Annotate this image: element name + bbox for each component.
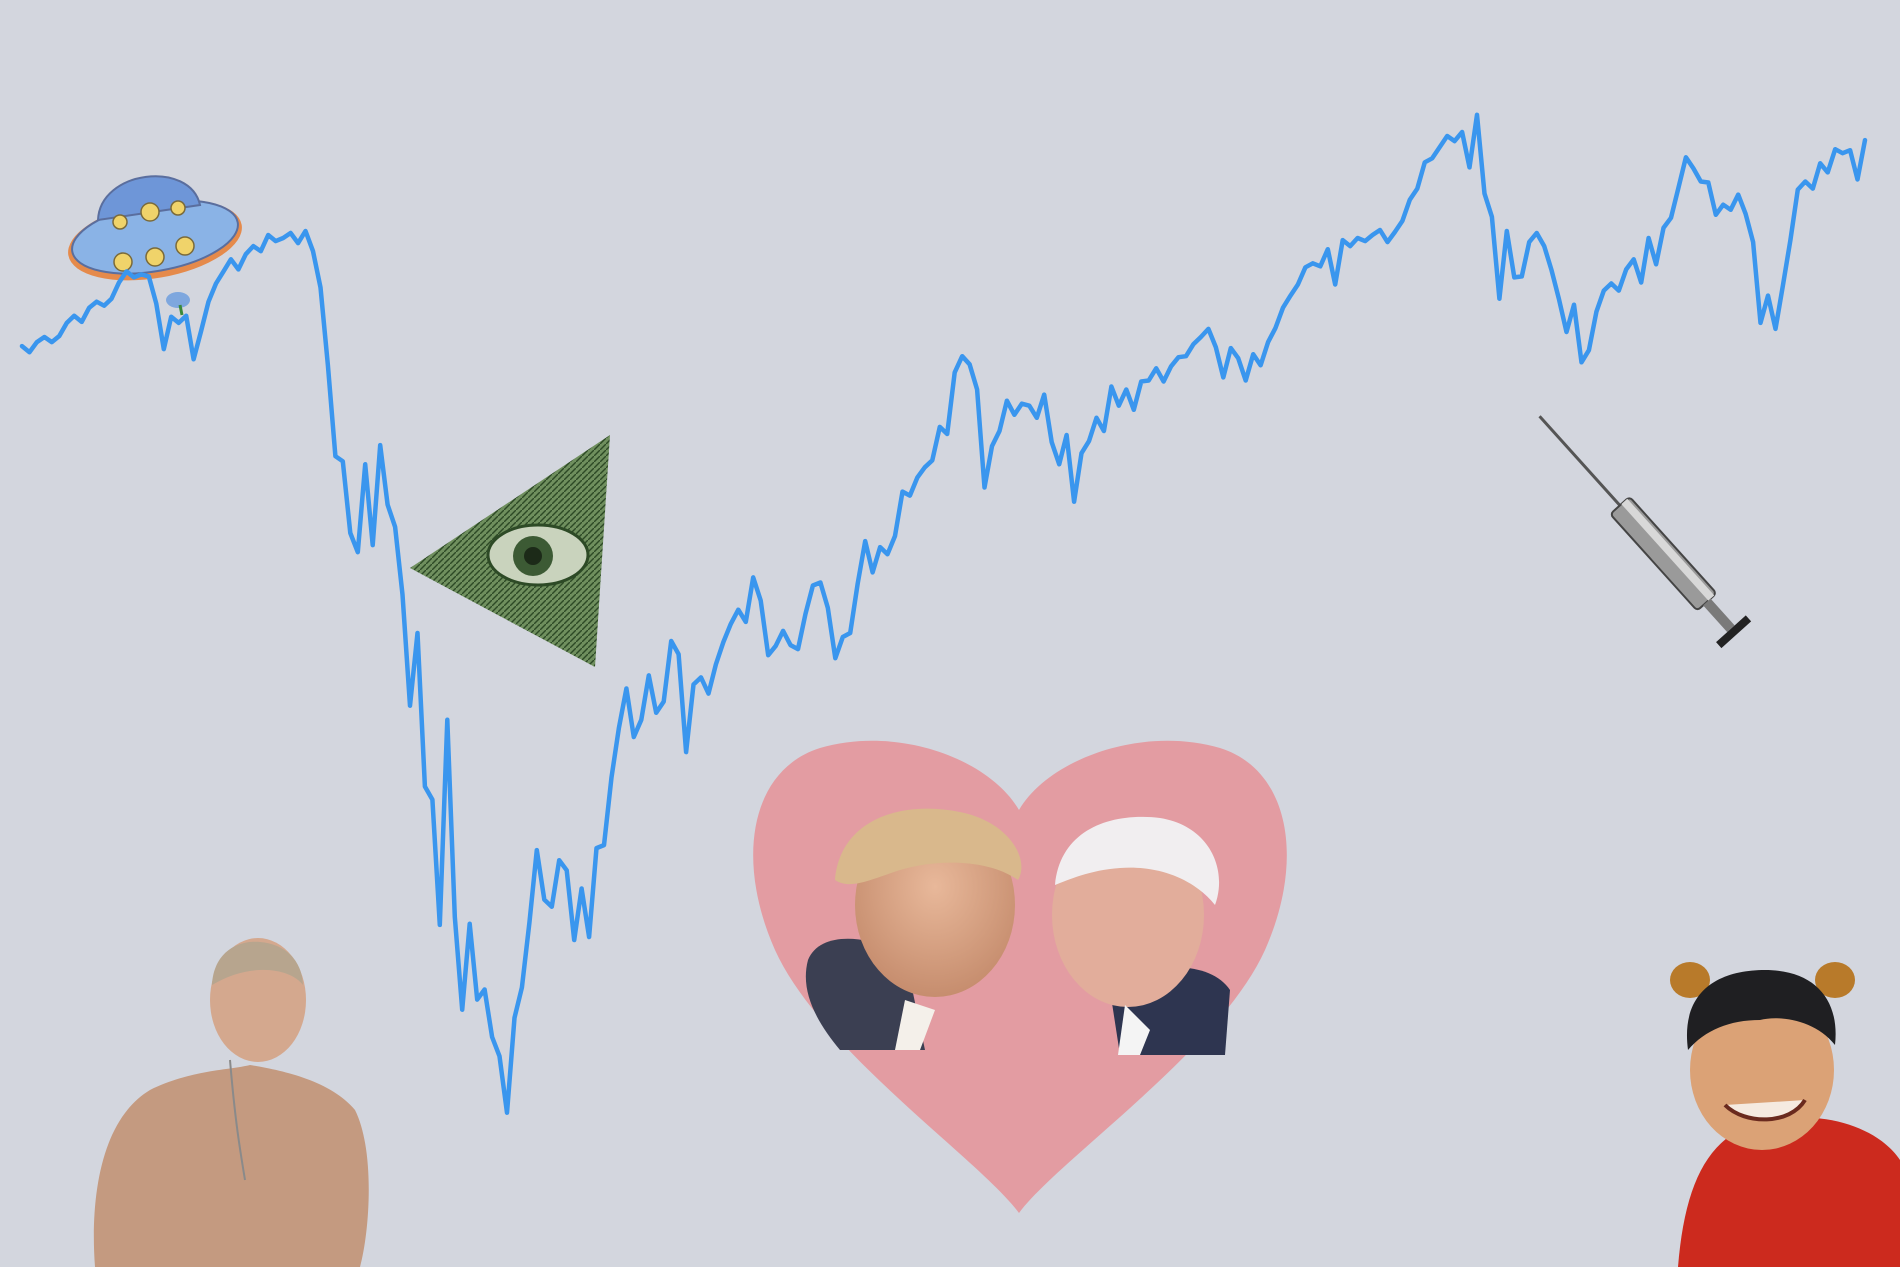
xi-pooh-portrait xyxy=(1670,962,1900,1267)
all-seeing-eye-pyramid xyxy=(410,435,610,667)
syringe-icon xyxy=(1525,403,1751,648)
putin-portrait xyxy=(94,938,369,1267)
heart-group xyxy=(753,741,1287,1213)
